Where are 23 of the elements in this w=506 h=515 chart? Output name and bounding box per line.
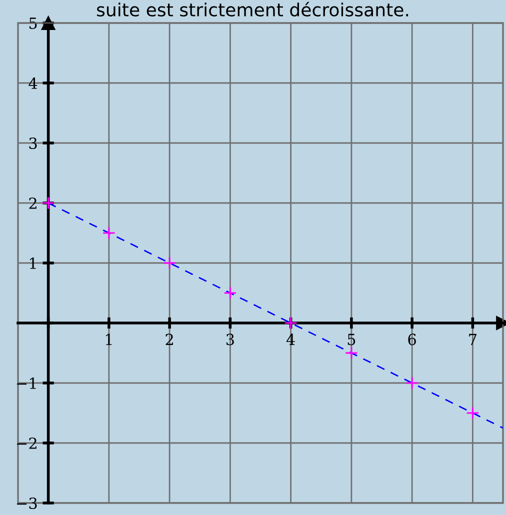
y-tick-label: 2 [29, 197, 36, 209]
x-tick-label: 2 [166, 334, 173, 346]
point [102, 226, 116, 240]
x-tick-label: 7 [469, 334, 476, 346]
x-tick-label: 6 [408, 334, 416, 346]
y-tick-label: 4 [28, 77, 38, 89]
x-tick-label: 4 [286, 334, 295, 346]
y-tick-label: 1 [30, 257, 36, 269]
y-tick-label: −2 [16, 437, 36, 449]
point [162, 256, 176, 270]
point [42, 196, 55, 210]
point [344, 346, 358, 360]
point [224, 286, 237, 300]
x-tick-label: 3 [226, 334, 234, 346]
x-tick-label: 5 [348, 334, 356, 346]
point [405, 376, 419, 390]
y-tick-label: 3 [29, 137, 37, 150]
x-tick-label: 1 [106, 334, 112, 346]
y-tick-label: −1 [16, 377, 36, 389]
chart-title: suite est strictement décroissante. [97, 2, 408, 17]
point [466, 406, 480, 420]
point [284, 316, 298, 330]
y-tick-label: −3 [16, 497, 37, 510]
